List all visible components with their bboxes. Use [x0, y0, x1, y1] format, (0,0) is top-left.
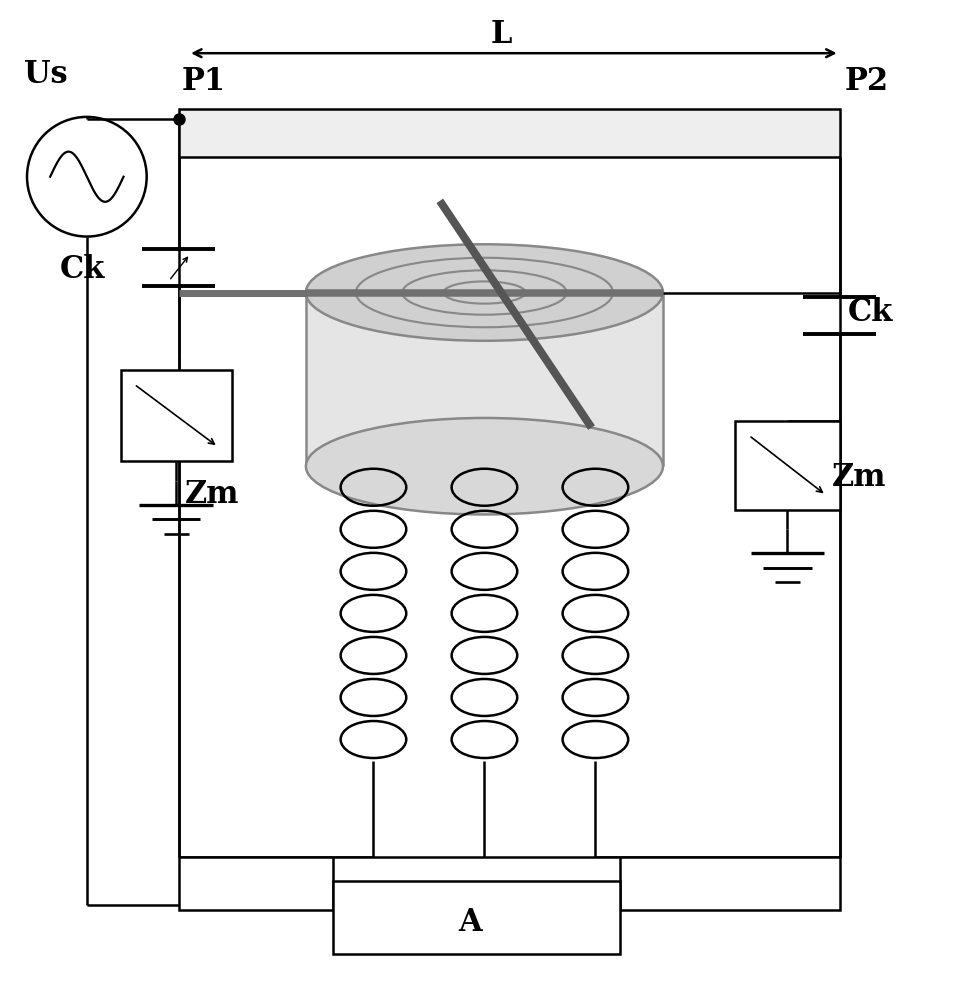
- Text: A: A: [458, 907, 482, 938]
- Text: Zm: Zm: [185, 479, 239, 510]
- Text: Us: Us: [24, 59, 68, 90]
- Text: Ck: Ck: [60, 254, 105, 285]
- Bar: [333, 881, 620, 954]
- Text: L: L: [491, 19, 512, 50]
- Bar: [735, 421, 840, 510]
- Ellipse shape: [306, 244, 663, 341]
- Text: Zm: Zm: [832, 462, 886, 493]
- Bar: [179, 109, 840, 157]
- Ellipse shape: [306, 418, 663, 514]
- Text: Ck: Ck: [847, 297, 893, 328]
- Text: P1: P1: [181, 66, 226, 97]
- FancyBboxPatch shape: [306, 293, 663, 466]
- Text: P2: P2: [844, 66, 889, 97]
- Bar: [121, 370, 232, 461]
- Bar: [179, 857, 840, 910]
